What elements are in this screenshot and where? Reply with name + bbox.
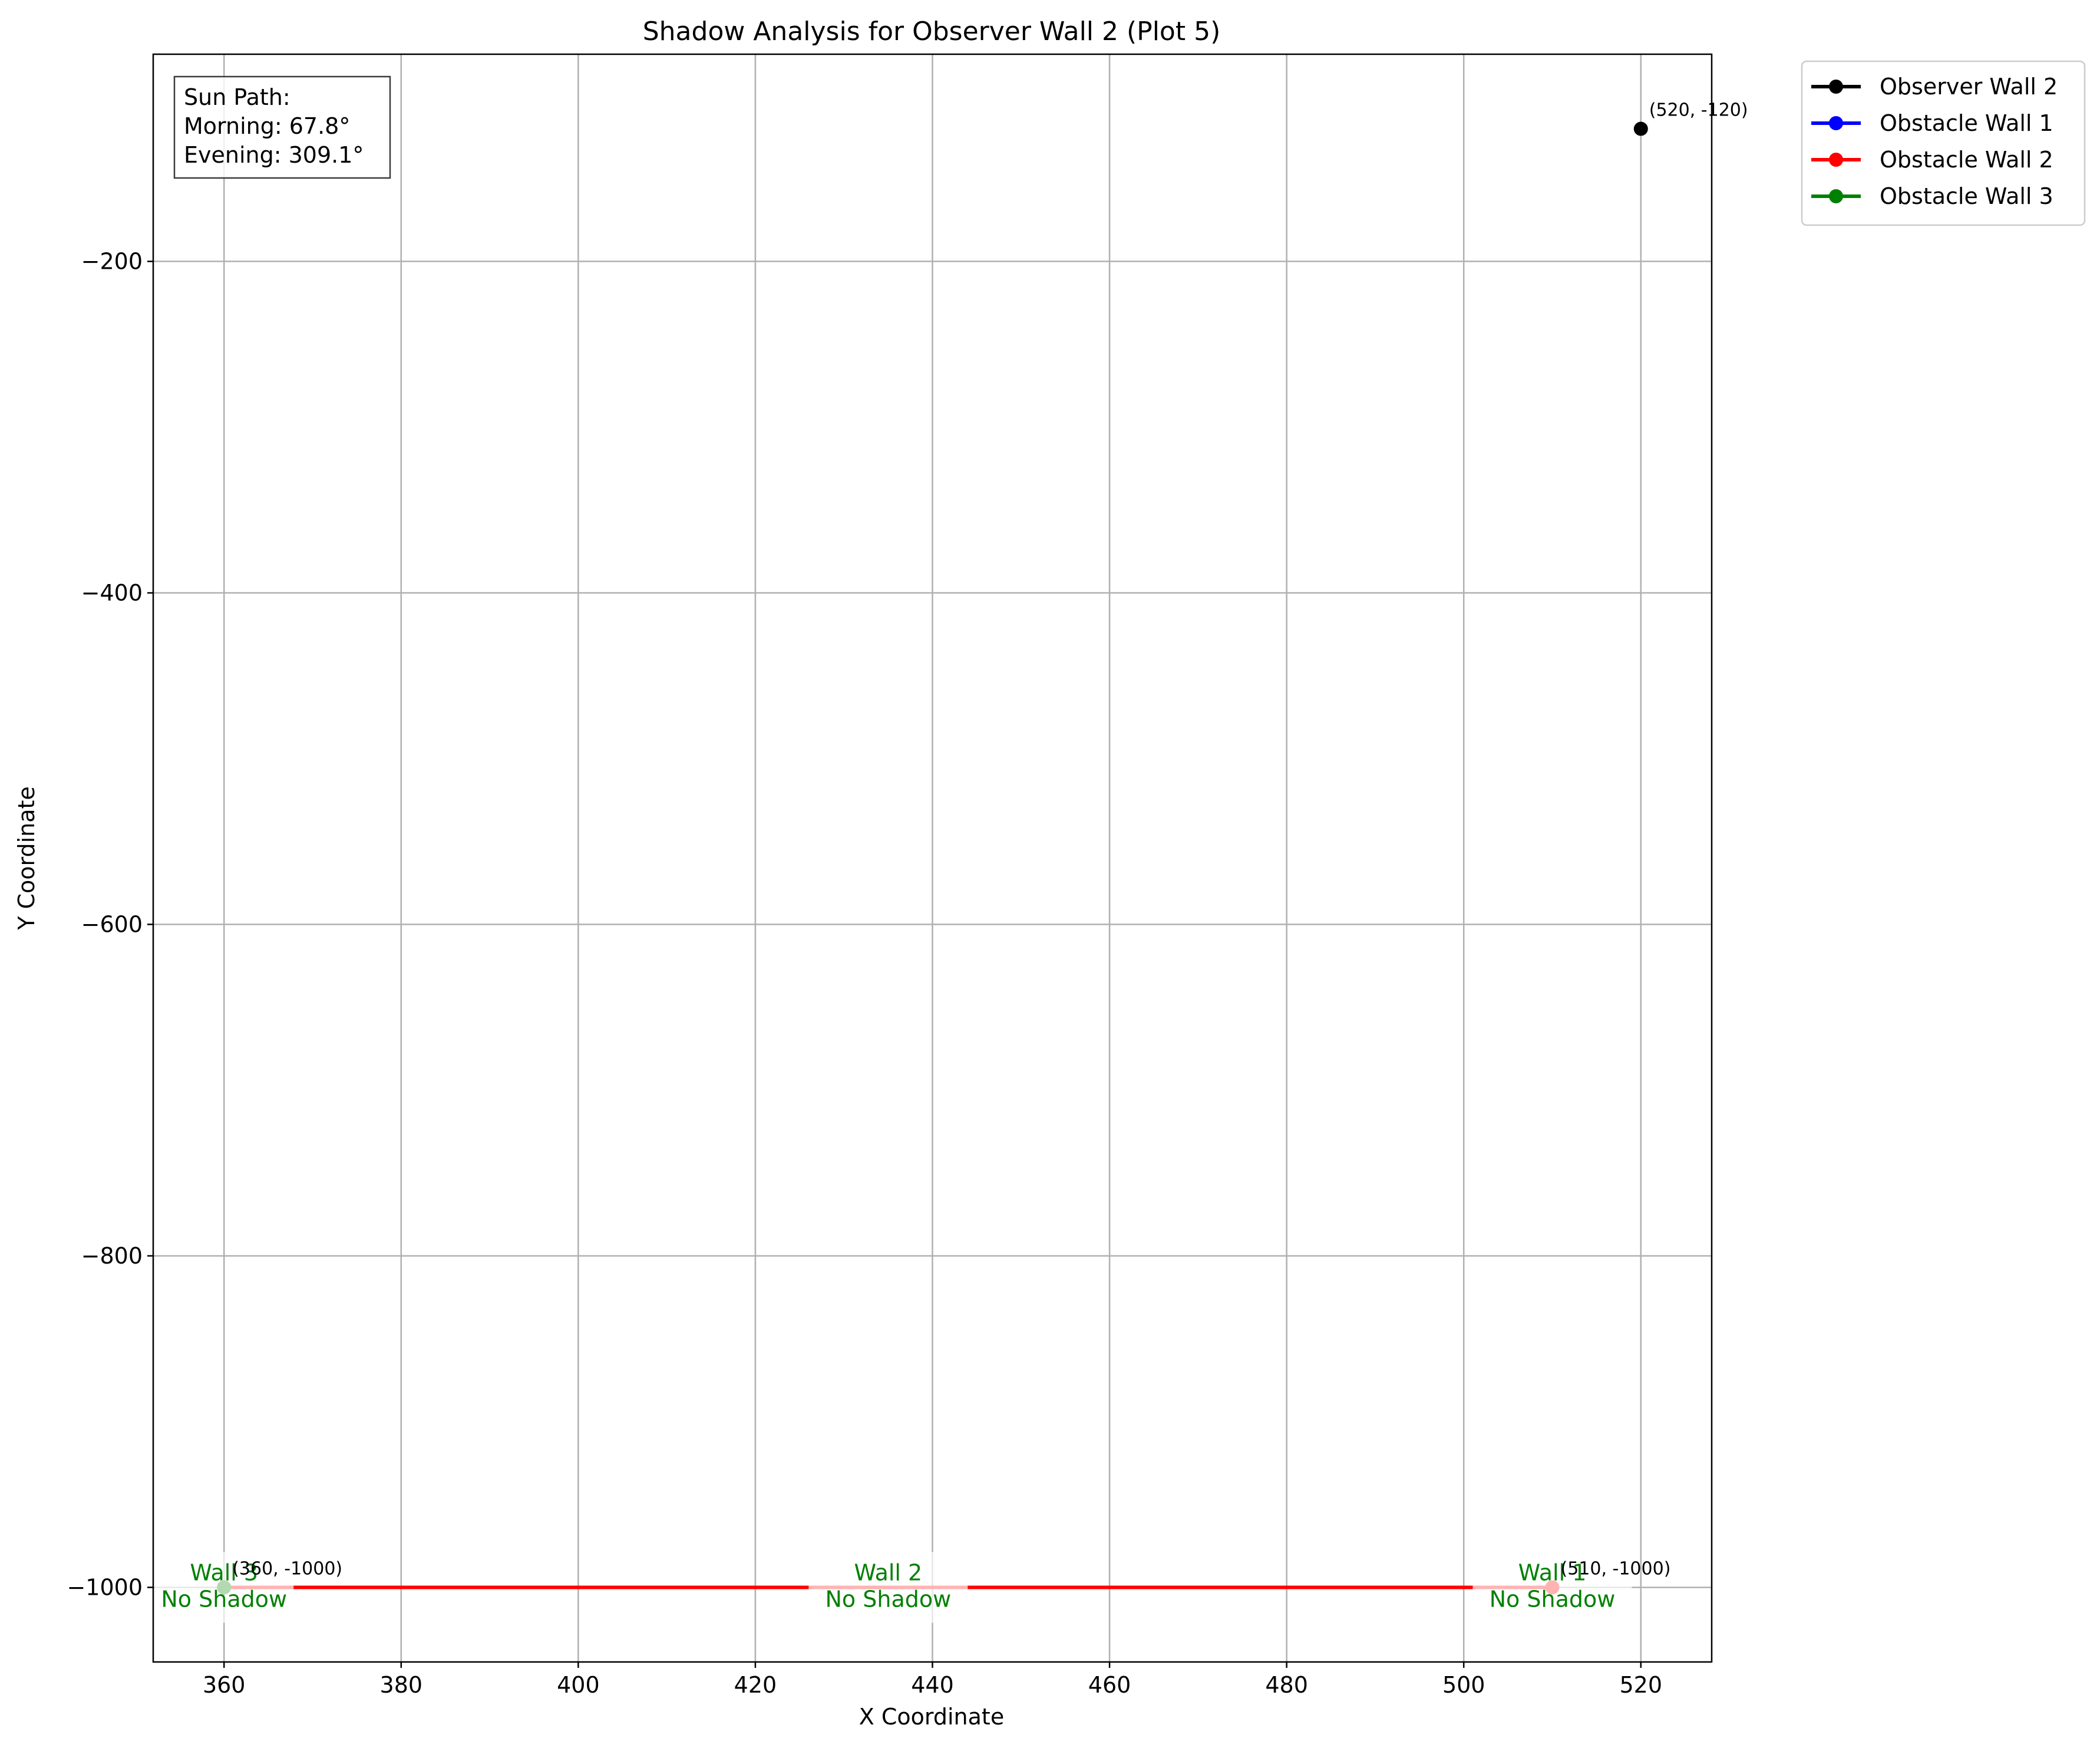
legend-label: Obstacle Wall 2 (1880, 147, 2053, 173)
wall-label: Wall 2No Shadow (808, 1552, 968, 1623)
wall-label-name: Wall 1 (1518, 1559, 1587, 1585)
x-tick-label: 460 (1088, 1672, 1131, 1698)
wall-label-box (1472, 1552, 1632, 1623)
x-tick-label: 420 (734, 1672, 777, 1698)
x-tick-label: 360 (203, 1672, 246, 1698)
sun-path-evening: Evening: 309.1° (184, 142, 364, 168)
legend-item: Obstacle Wall 3 (1811, 183, 2053, 209)
x-tick-label: 380 (380, 1672, 423, 1698)
y-tick-label: −800 (81, 1243, 143, 1269)
legend-marker (1829, 80, 1843, 94)
x-axis-ticks: 360 380 400 420 440 460 480 500 520 (203, 1662, 1662, 1698)
legend-frame (1801, 60, 2086, 226)
point-coordinate-label: (360, -1000) (232, 1558, 342, 1579)
grid (153, 54, 1712, 1662)
legend-marker (1829, 189, 1843, 203)
wall-label-status: No Shadow (826, 1586, 952, 1612)
x-tick-label: 500 (1442, 1672, 1485, 1698)
x-tick-label: 440 (911, 1672, 954, 1698)
y-tick-label: −600 (81, 911, 143, 937)
legend-item: Obstacle Wall 2 (1811, 147, 2053, 173)
point-coordinate-label: (520, -120) (1649, 100, 1748, 121)
wall-label-status: No Shadow (1490, 1586, 1616, 1612)
y-tick-label: −200 (81, 249, 143, 275)
wall-label-name: Wall 2 (854, 1559, 922, 1585)
legend-label: Observer Wall 2 (1880, 74, 2058, 100)
x-tick-label: 400 (557, 1672, 600, 1698)
series-point (1633, 121, 1648, 136)
wall-label: Wall 3No Shadow (154, 1552, 294, 1623)
sun-path-heading: Sun Path: (184, 84, 290, 110)
legend-marker (1829, 153, 1843, 167)
wall-label: Wall 1No Shadow (1472, 1552, 1632, 1623)
wall-label-status: No Shadow (161, 1586, 287, 1612)
wall-label-box (808, 1552, 968, 1623)
y-tick-label: −1000 (67, 1574, 143, 1600)
sun-path-box: Sun Path: Morning: 67.8° Evening: 309.1° (173, 75, 391, 179)
legend-marker (1829, 116, 1843, 130)
x-tick-label: 480 (1265, 1672, 1308, 1698)
legend-label: Obstacle Wall 1 (1880, 110, 2053, 136)
wall-label-box (154, 1552, 294, 1623)
chart-title: Shadow Analysis for Observer Wall 2 (Plo… (643, 17, 1221, 47)
x-tick-label: 520 (1620, 1672, 1663, 1698)
point-coordinate-label: (510, -1000) (1560, 1558, 1670, 1579)
series-observer-wall-2 (1633, 121, 1648, 136)
y-tick-label: −400 (81, 580, 143, 606)
sun-path-box-frame (173, 75, 391, 179)
y-axis-label: Y Coordinate (14, 786, 39, 931)
legend-item: Obstacle Wall 1 (1811, 110, 2053, 136)
legend-item: Observer Wall 2 (1811, 74, 2058, 100)
wall-label-name: Wall 3 (190, 1559, 258, 1585)
sun-path-morning: Morning: 67.8° (184, 113, 350, 139)
legend-label: Obstacle Wall 3 (1880, 183, 2053, 209)
y-axis-ticks: −200 −400 −600 −800 −1000 (67, 249, 153, 1600)
legend: Observer Wall 2 Obstacle Wall 1 Obstacle W… (1801, 60, 2086, 226)
x-axis-label: X Coordinate (859, 1704, 1004, 1730)
